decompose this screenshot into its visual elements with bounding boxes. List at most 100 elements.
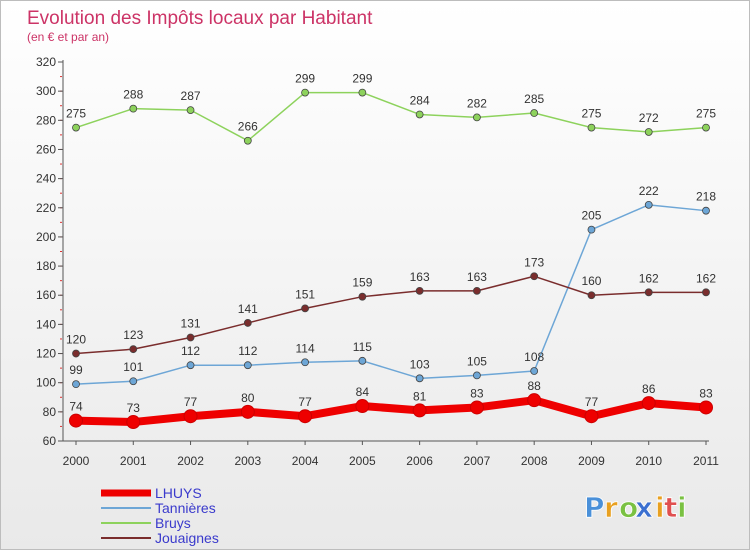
data-label: 120 (66, 333, 86, 347)
x-tick-label: 2011 (693, 454, 719, 468)
data-label: 108 (524, 350, 544, 364)
y-tick-label: 200 (36, 230, 56, 244)
x-tick-label: 2010 (635, 454, 662, 468)
x-tick-label: 2008 (521, 454, 548, 468)
y-tick-label: 280 (36, 113, 56, 127)
data-label: 115 (353, 340, 372, 354)
data-label: 205 (581, 209, 601, 223)
data-point (301, 88, 309, 97)
logo-letter: t (664, 491, 677, 524)
data-point (702, 206, 710, 215)
data-label: 83 (699, 386, 713, 400)
data-point (644, 200, 653, 209)
data-point (126, 415, 141, 430)
data-point (129, 104, 138, 113)
series-line-lhuys (75, 396, 707, 427)
data-label: 112 (238, 344, 257, 358)
data-label: 222 (639, 184, 659, 198)
data-label: 288 (123, 88, 143, 102)
data-point (358, 356, 367, 365)
x-tick-label: 2006 (406, 454, 433, 468)
x-tick-label: 2000 (63, 454, 90, 468)
data-label: 80 (241, 391, 255, 405)
data-point (587, 123, 596, 132)
data-label: 83 (470, 386, 484, 400)
data-point (530, 367, 539, 375)
y-tick-label: 100 (36, 376, 56, 390)
data-label: 114 (296, 341, 315, 355)
series-line-jouaignes (75, 275, 706, 355)
data-point (72, 349, 80, 358)
logo-letter: P (584, 491, 605, 524)
data-point (702, 123, 710, 132)
data-label: 275 (581, 107, 601, 121)
data-label: 77 (184, 395, 198, 409)
data-point (584, 409, 599, 424)
data-point (530, 109, 539, 117)
data-label: 272 (639, 111, 659, 125)
data-label: 162 (639, 271, 659, 285)
x-tick-label: 2005 (349, 454, 376, 468)
logo-letter: o (619, 491, 638, 524)
x-tick-label: 2004 (292, 454, 319, 468)
data-point (183, 409, 198, 424)
data-label: 173 (524, 255, 544, 269)
logo-letter: x (635, 491, 653, 524)
data-label: 131 (181, 317, 201, 331)
data-point (587, 225, 596, 234)
data-point (412, 403, 427, 418)
data-label: 151 (295, 287, 315, 301)
data-point (469, 400, 484, 415)
data-label: 284 (410, 93, 430, 107)
data-point (243, 136, 252, 145)
data-point (298, 409, 313, 424)
data-point (186, 361, 195, 370)
data-label: 160 (581, 274, 601, 288)
y-tick-label: 140 (36, 317, 56, 331)
data-label: 103 (410, 357, 430, 371)
data-label: 159 (352, 276, 372, 290)
x-tick-label: 2001 (120, 454, 147, 468)
y-tick-label: 160 (36, 288, 56, 302)
x-tick-label: 2003 (234, 454, 261, 468)
data-label: 282 (467, 96, 487, 110)
data-label: 74 (69, 400, 83, 414)
data-label: 275 (696, 107, 716, 121)
data-point (240, 404, 255, 419)
data-point (243, 361, 252, 370)
x-tick-label: 2007 (464, 454, 491, 468)
data-label: 84 (356, 385, 370, 399)
data-point (358, 88, 367, 97)
data-point (415, 110, 424, 119)
data-label: 99 (69, 363, 83, 377)
data-label: 112 (181, 344, 200, 358)
data-label: 77 (298, 395, 312, 409)
data-label: 299 (352, 72, 372, 86)
logo-letter: r (604, 491, 618, 524)
y-tick-label: 120 (36, 347, 56, 361)
data-point (699, 400, 713, 415)
data-point (415, 286, 424, 295)
data-point (587, 291, 596, 300)
data-point (415, 374, 424, 383)
data-label: 86 (642, 382, 656, 396)
data-point (355, 399, 370, 414)
logo-letter: i (677, 491, 687, 524)
y-tick-label: 80 (43, 405, 57, 419)
data-point (473, 113, 481, 122)
chart-subtitle: (en € et par an) (27, 30, 109, 44)
data-label: 163 (410, 270, 430, 284)
data-point (641, 396, 656, 411)
data-label: 275 (66, 107, 86, 121)
data-point (473, 286, 481, 295)
data-label: 162 (696, 271, 716, 285)
data-point (186, 106, 195, 115)
data-point (473, 371, 481, 380)
y-tick-label: 60 (43, 434, 57, 448)
data-point (186, 333, 195, 342)
series-line-tannières (75, 204, 707, 385)
series-line-bruys (75, 91, 707, 142)
data-label: 163 (467, 270, 487, 284)
